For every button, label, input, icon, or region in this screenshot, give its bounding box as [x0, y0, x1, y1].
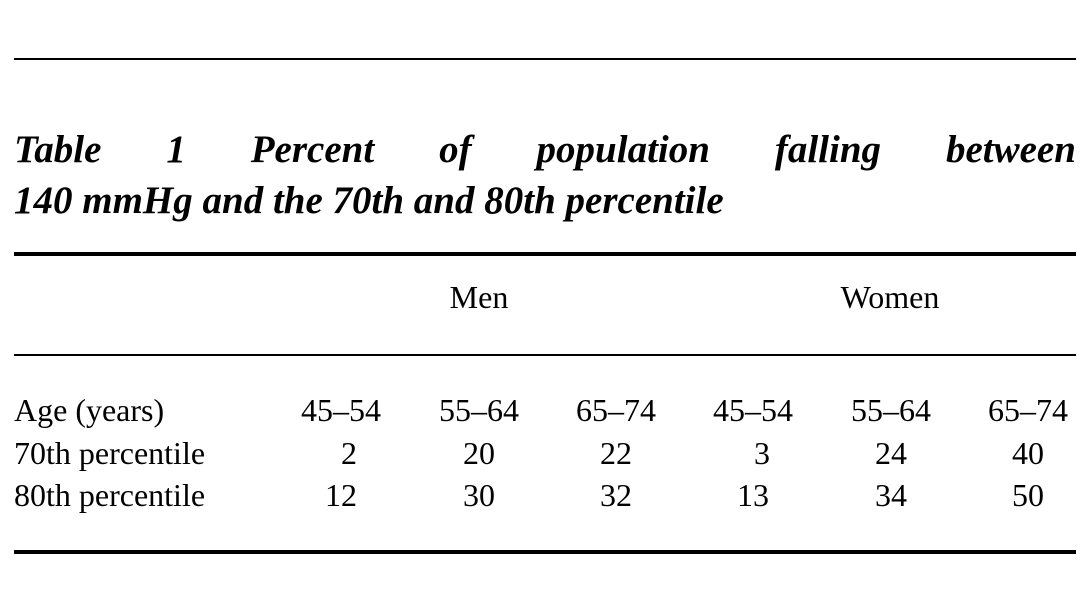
- table-cell: 40: [1012, 435, 1044, 471]
- table-row-age: Age (years) 45–54 55–64 65–74 45–54 55–6…: [14, 389, 1076, 431]
- caption-word: falling: [774, 128, 882, 171]
- table-cell: 55–64: [851, 392, 931, 428]
- row-label: 70th percentile: [14, 435, 206, 471]
- table-row-80th: 80th percentile 12 30 32 13 34 50: [14, 474, 1076, 516]
- caption-word: Percent: [250, 128, 375, 171]
- top-rule: [14, 58, 1076, 60]
- table-cell: 2: [341, 435, 357, 471]
- caption-word: of: [439, 128, 472, 171]
- table-cell: 45–54: [301, 392, 381, 428]
- table-cell: 12: [325, 477, 357, 513]
- row-label: Age (years): [14, 392, 165, 428]
- caption-word: Table: [14, 128, 102, 171]
- table-cell: 45–54: [713, 392, 793, 428]
- table-caption-line-1: Table 1 Percent of population falling be…: [14, 128, 1076, 172]
- caption-word: population: [536, 128, 710, 171]
- row-label: 80th percentile: [14, 477, 206, 513]
- table-cell: 65–74: [988, 392, 1068, 428]
- table-bottom-rule: [14, 550, 1076, 554]
- table-top-rule: [14, 252, 1076, 256]
- caption-word: between: [945, 128, 1076, 171]
- table-cell: 30: [463, 477, 495, 513]
- table-cell: 50: [1012, 477, 1044, 513]
- table-cell: 24: [875, 435, 907, 471]
- table-cell: 20: [463, 435, 495, 471]
- table-cell: 3: [754, 435, 770, 471]
- table-cell: 34: [875, 477, 907, 513]
- group-header-women: Women: [840, 279, 940, 315]
- table-cell: 65–74: [576, 392, 656, 428]
- header-rule: [14, 354, 1076, 356]
- table-caption-line-2: 140 mmHg and the 70th and 80th percentil…: [14, 179, 724, 222]
- caption-word: 1: [166, 128, 186, 171]
- table-row-70th: 70th percentile 2 20 22 3 24 40: [14, 432, 1076, 474]
- group-header-men: Men: [449, 279, 509, 315]
- table-cell: 13: [737, 477, 769, 513]
- table-cell: 22: [600, 435, 632, 471]
- table-cell: 32: [600, 477, 632, 513]
- table-cell: 55–64: [439, 392, 519, 428]
